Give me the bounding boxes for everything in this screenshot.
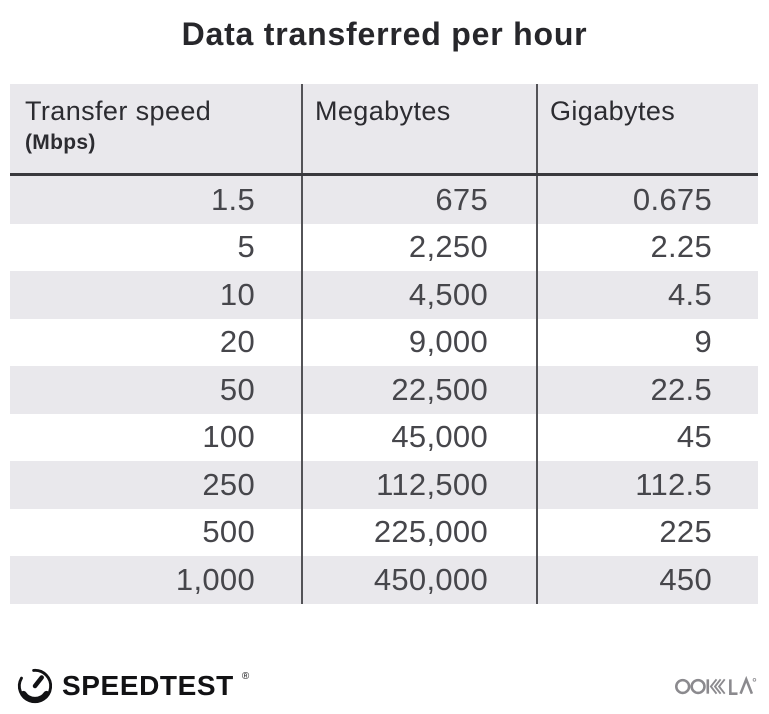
cell-speed: 5 xyxy=(10,223,303,271)
column-label: Transfer speed xyxy=(25,96,212,126)
cell-megabytes: 4,500 xyxy=(303,271,538,319)
speedtest-wordmark: SPEEDTEST xyxy=(62,670,234,701)
table-row: 1,000 450,000 450 xyxy=(10,556,758,604)
speedtest-logo: SPEEDTEST ® xyxy=(16,667,249,705)
data-table: Transfer speed (Mbps) Megabytes Gigabyte… xyxy=(10,84,758,604)
cell-speed: 1,000 xyxy=(10,556,303,604)
cell-megabytes: 9,000 xyxy=(303,318,538,366)
table-header: Transfer speed (Mbps) Megabytes Gigabyte… xyxy=(10,84,758,176)
cell-megabytes: 225,000 xyxy=(303,508,538,556)
speedtest-gauge-icon xyxy=(17,668,53,704)
registered-trademark-icon: ® xyxy=(241,671,250,682)
column-label: Megabytes xyxy=(315,96,451,126)
footer: SPEEDTEST ® xyxy=(16,664,757,708)
ookla-wordmark-icon xyxy=(675,675,757,695)
table-row: 1.5 675 0.675 xyxy=(10,176,758,224)
table-row: 50 22,500 22.5 xyxy=(10,366,758,414)
cell-speed: 50 xyxy=(10,366,303,414)
table-row: 100 45,000 45 xyxy=(10,413,758,461)
cell-gigabytes: 450 xyxy=(659,561,712,597)
page-title: Data transferred per hour xyxy=(181,16,588,52)
cell-speed: 10 xyxy=(10,271,303,319)
column-header-gigabytes: Gigabytes xyxy=(538,84,758,173)
column-sublabel-mbps: (Mbps) xyxy=(25,131,96,155)
cell-megabytes: 2,250 xyxy=(303,223,538,271)
table-row: 10 4,500 4.5 xyxy=(10,271,758,319)
cell-speed: 20 xyxy=(10,318,303,366)
cell-megabytes: 45,000 xyxy=(303,413,538,461)
table-row: 5 2,250 2.25 xyxy=(10,223,758,271)
cell-megabytes: 112,500 xyxy=(303,461,538,509)
cell-gigabytes: 4.5 xyxy=(668,276,712,312)
cell-megabytes: 22,500 xyxy=(303,366,538,414)
column-header-transfer-speed: Transfer speed (Mbps) xyxy=(10,84,303,173)
cell-speed: 250 xyxy=(10,461,303,509)
cell-gigabytes: 112.5 xyxy=(635,466,712,502)
ookla-logo xyxy=(675,675,757,698)
cell-gigabytes: 225 xyxy=(659,514,712,550)
cell-gigabytes: 9 xyxy=(694,324,712,360)
cell-megabytes: 450,000 xyxy=(303,556,538,604)
table-row: 250 112,500 112.5 xyxy=(10,461,758,509)
table-row: 20 9,000 9 xyxy=(10,318,758,366)
column-header-megabytes: Megabytes xyxy=(303,84,538,173)
cell-speed: 1.5 xyxy=(10,176,303,224)
cell-gigabytes: 2.25 xyxy=(650,229,712,265)
cell-speed: 100 xyxy=(10,413,303,461)
column-label: Gigabytes xyxy=(550,96,676,126)
cell-gigabytes: 22.5 xyxy=(650,371,712,407)
cell-gigabytes: 0.675 xyxy=(632,181,712,217)
cell-speed: 500 xyxy=(10,508,303,556)
cell-megabytes: 675 xyxy=(303,176,538,224)
table-row: 500 225,000 225 xyxy=(10,508,758,556)
cell-gigabytes: 45 xyxy=(676,419,712,455)
